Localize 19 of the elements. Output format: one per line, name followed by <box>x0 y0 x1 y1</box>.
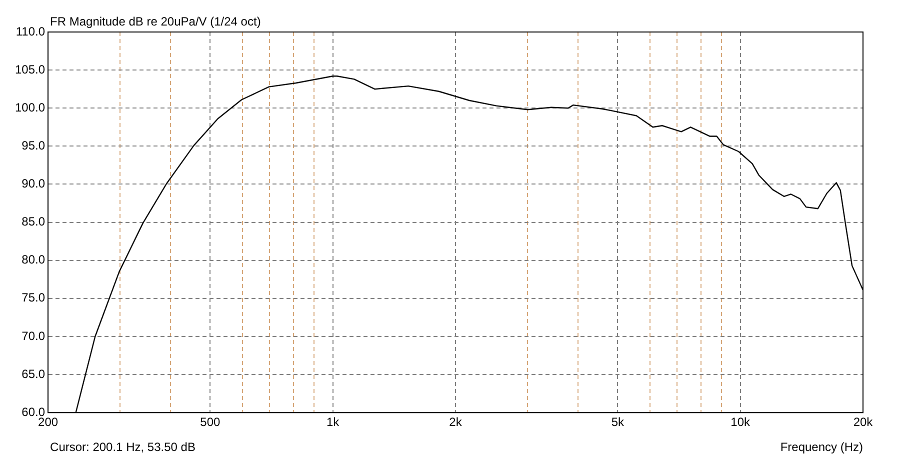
y-tick-label: 65.0 <box>22 366 46 381</box>
chart-title: FR Magnitude dB re 20uPa/V (1/24 oct) <box>50 14 261 28</box>
x-tick-label: 20k <box>853 415 874 430</box>
y-tick-label: 105.0 <box>15 62 46 76</box>
y-tick-label: 85.0 <box>22 214 46 229</box>
y-tick-label: 80.0 <box>22 252 46 267</box>
x-axis-title: Frequency (Hz) <box>780 440 864 454</box>
x-tick-label: 1k <box>326 415 340 430</box>
y-tick-label: 70.0 <box>22 328 46 343</box>
text: Cursor: 200.1 Hz, 53.50 dB <box>50 440 196 454</box>
y-tick-label: 75.0 <box>22 290 46 305</box>
y-tick-label: 110.0 <box>16 24 46 38</box>
y-tick-label: 90.0 <box>22 176 46 191</box>
y-tick-label: 100.0 <box>15 100 46 114</box>
x-tick-label: 10k <box>730 415 752 430</box>
x-tick-label: 500 <box>200 415 221 430</box>
x-tick-label: 2k <box>449 415 463 430</box>
y-tick-label: 95.0 <box>22 138 46 152</box>
x-tick-label: 5k <box>611 415 625 430</box>
